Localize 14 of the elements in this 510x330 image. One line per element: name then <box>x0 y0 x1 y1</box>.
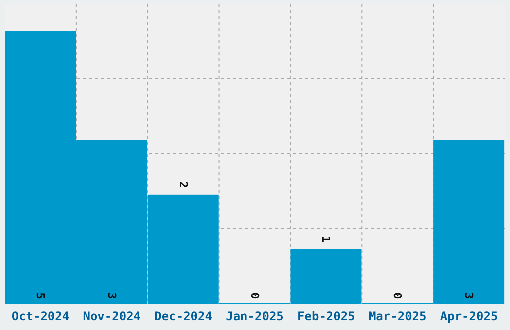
x-tick-label: Apr-2025 <box>440 310 498 324</box>
data-label: 2 <box>176 182 190 188</box>
data-label: 3 <box>462 292 476 300</box>
data-label: 3 <box>105 292 118 300</box>
x-tick-label: Nov-2024 <box>83 310 142 324</box>
x-tick-label: Oct-2024 <box>12 310 70 324</box>
data-label: 1 <box>320 236 333 244</box>
x-tick-label: Jan-2025 <box>226 310 284 324</box>
data-label: 0 <box>391 292 404 300</box>
data-label: 5 <box>34 292 47 300</box>
x-tick-label: Dec-2024 <box>154 310 212 324</box>
x-tick-label: Mar-2025 <box>368 310 427 324</box>
x-tick-label: Feb-2025 <box>298 310 356 324</box>
data-label: 0 <box>248 292 262 300</box>
